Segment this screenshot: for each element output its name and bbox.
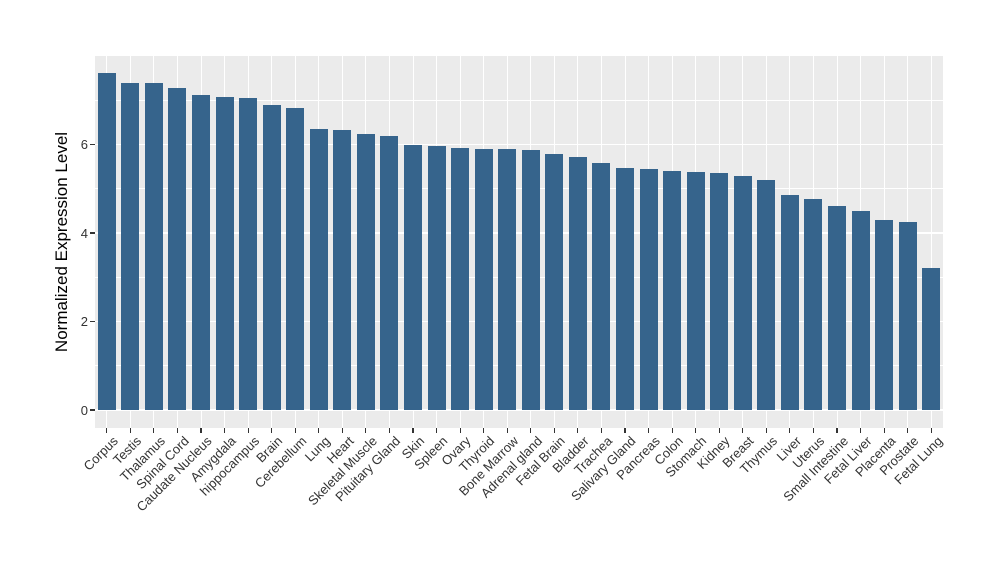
gridline-minor [95,99,943,101]
bar [239,98,258,410]
x-axis-tick [553,428,555,433]
x-axis-tick [459,428,461,433]
bar [168,87,187,410]
bar [262,104,281,410]
gridline-major [95,232,943,234]
x-axis-tick [483,428,485,433]
bar [780,194,799,410]
bar [451,148,470,410]
bar [686,171,705,410]
x-axis-tick [318,428,320,433]
gridline-major [95,143,943,146]
x-axis-tick [271,428,273,433]
bar [356,133,375,410]
bar [616,167,634,410]
x-axis-tick [247,428,249,433]
x-axis-tick [530,428,532,433]
x-axis-tick [341,428,343,433]
gridline-minor [95,365,943,367]
x-axis-tick [647,428,650,433]
y-tick-label: 0 [80,402,88,418]
gridline-major [95,409,943,411]
y-axis-tick [90,320,95,323]
x-axis-tick [200,428,202,433]
x-axis-tick [812,428,815,433]
x-axis-tick [388,428,391,433]
bar [733,176,752,410]
bar [498,149,517,410]
bar [898,222,917,410]
bar [286,107,305,410]
bar [97,72,116,410]
bar [333,129,352,410]
x-axis-tick [223,428,226,433]
x-axis-tick [176,428,179,433]
y-axis-tick [90,143,95,146]
x-axis-tick [435,428,438,433]
bar [474,148,493,410]
bar [592,163,611,410]
y-axis-tick [90,409,95,411]
bar [710,172,729,410]
bar [309,128,328,410]
x-axis-tick [624,428,626,433]
bar [404,144,422,410]
y-tick-label: 2 [80,314,88,329]
x-axis-tick [106,428,108,433]
bar [121,82,140,410]
bar [875,219,894,410]
bar [427,146,446,410]
bar [380,135,399,410]
bar [922,267,941,410]
bar [192,95,210,410]
gridline-minor [95,188,943,190]
x-axis-tick [365,428,367,433]
x-axis-tick [765,428,767,433]
x-axis-tick [577,428,579,433]
plot-panel [95,56,943,428]
x-axis-tick [129,428,131,433]
bar [851,210,870,410]
x-axis-tick [907,428,909,433]
x-axis-tick [718,428,720,433]
x-axis-tick [789,428,791,433]
y-tick-label: 4 [80,225,88,241]
x-axis-tick [883,428,885,433]
bar [215,97,234,410]
x-axis-tick [695,428,697,433]
bar [757,179,776,410]
x-axis-tick [153,428,155,433]
x-axis-tick [600,428,603,433]
bar [804,198,823,410]
x-axis-tick [836,428,838,433]
bar [663,171,682,410]
bar [144,83,163,410]
y-axis-tick [90,232,95,234]
x-axis-tick [294,428,296,433]
y-tick-label: 6 [80,137,88,152]
x-axis-tick [859,428,862,433]
bar [639,168,658,410]
x-axis-tick [671,428,673,433]
gridline-vertical [930,56,932,428]
bar [828,206,846,410]
gridline-minor [95,276,943,278]
x-axis-tick [930,428,932,433]
x-axis-tick [412,428,414,433]
bar [521,149,540,410]
bar [545,153,564,410]
x-axis-tick [742,428,744,433]
x-axis-tick [506,428,508,433]
bar [568,156,587,410]
gridline-major [95,320,943,323]
